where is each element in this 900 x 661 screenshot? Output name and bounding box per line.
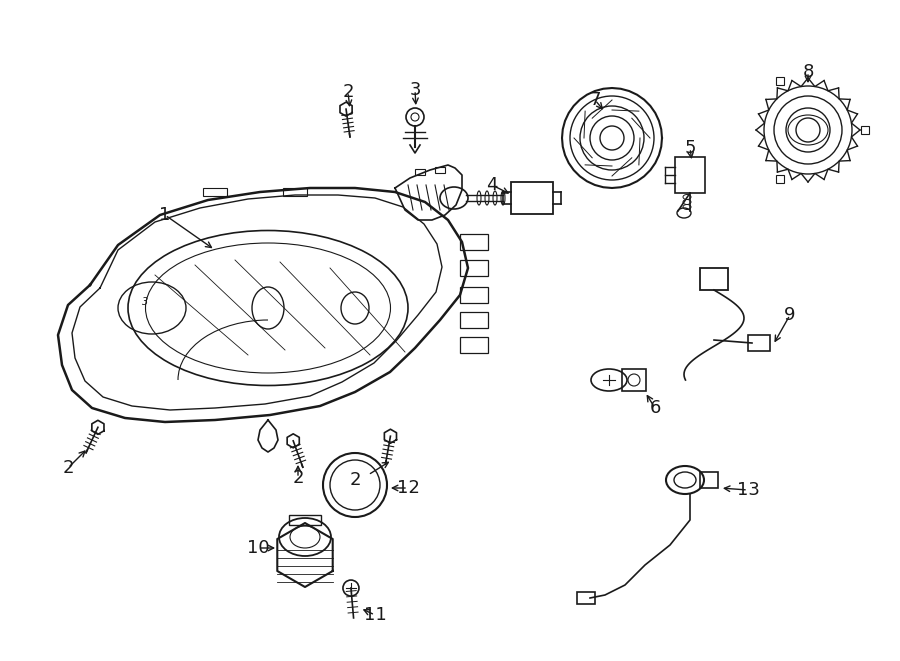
Text: 9: 9 (784, 306, 796, 324)
Bar (460, 337, 488, 353)
Text: 8: 8 (802, 63, 814, 81)
Text: 2: 2 (342, 83, 354, 101)
Bar (289, 515, 321, 525)
Text: 1: 1 (159, 206, 171, 224)
Text: 2: 2 (349, 471, 361, 489)
Bar (861, 126, 869, 134)
Text: 6: 6 (649, 399, 661, 417)
Text: 4: 4 (486, 176, 498, 194)
Bar (577, 592, 595, 604)
Text: 11: 11 (364, 606, 386, 624)
Bar (776, 175, 784, 183)
Text: 5: 5 (684, 139, 696, 157)
Bar (460, 287, 488, 303)
Bar (460, 260, 488, 276)
Bar (700, 472, 718, 488)
Bar (460, 234, 488, 250)
Bar (415, 169, 425, 175)
Bar (460, 312, 488, 328)
Text: 3: 3 (410, 81, 421, 99)
Bar (700, 268, 728, 290)
Bar (511, 182, 553, 214)
Text: 2: 2 (62, 459, 74, 477)
Bar (622, 369, 646, 391)
Bar (435, 167, 445, 173)
Bar (776, 77, 784, 85)
Bar (675, 157, 705, 193)
Text: 12: 12 (397, 479, 419, 497)
Text: 3: 3 (142, 297, 148, 307)
Bar (283, 188, 307, 196)
Bar (748, 335, 770, 351)
Text: 7: 7 (590, 91, 601, 109)
Text: 10: 10 (247, 539, 269, 557)
Text: 2: 2 (292, 469, 304, 487)
Bar (203, 188, 227, 196)
Text: 13: 13 (736, 481, 760, 499)
